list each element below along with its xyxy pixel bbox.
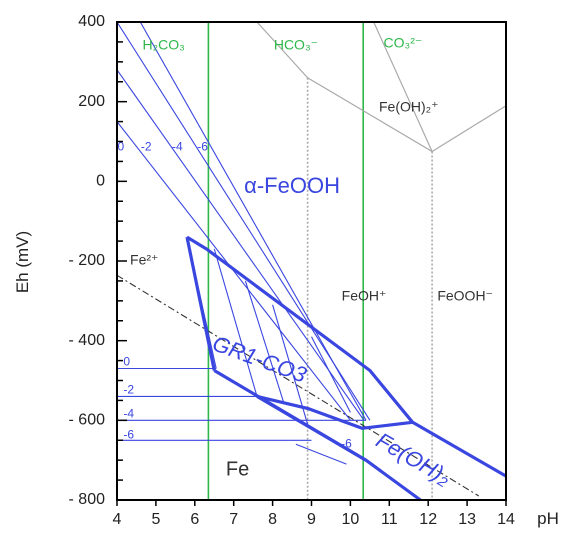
annotation-label: HCO₃⁻ (274, 37, 318, 53)
x-tick-label: 10 (342, 511, 360, 528)
x-tick-label: 8 (268, 511, 277, 528)
axis-layer: 4 5 6 7 8 9 10 11 12 13 14 400 200 0 - 200 - 400 - 600 - … (69, 13, 515, 528)
x-axis-title: pH (537, 509, 559, 528)
series-layer (116, 21, 507, 502)
annotation-label: -4 (172, 140, 183, 154)
annotation-label: α-FeOOH (244, 173, 340, 198)
annotation-label: -6 (341, 436, 352, 450)
annotation-label: Fe²⁺ (130, 252, 158, 268)
annotation-label: Fe (226, 458, 249, 480)
series-line-gr_fe2 (272, 304, 309, 425)
series-line-gr_fe2 (295, 443, 347, 465)
series-line-fe2_goethite (116, 69, 365, 421)
annotation-label: GR1-CO3 (209, 331, 310, 388)
x-tick-label: 6 (190, 511, 199, 528)
y-tick-label: - 200 (69, 252, 106, 269)
y-tick-label: 400 (78, 13, 105, 30)
x-tick-label: 7 (229, 511, 238, 528)
x-tick-label: 12 (419, 511, 437, 528)
series-line-gr_field (186, 235, 507, 478)
annotation-label: CO₃²⁻ (384, 35, 423, 51)
annotation-label: FeOH⁺ (342, 288, 387, 304)
annotation-label: -6 (123, 428, 134, 442)
series-line-gr_field (256, 394, 413, 430)
series-line-fe2_goethite (116, 21, 371, 421)
annotation-label: 0 (123, 355, 130, 369)
x-tick-label: 9 (307, 511, 316, 528)
y-tick-label: - 800 (69, 491, 106, 508)
annotation-label: Fe(OH)₂⁺ (379, 98, 439, 114)
x-tick-label: 5 (151, 511, 160, 528)
x-tick-label: 11 (381, 511, 398, 528)
series-line-gr_fe2 (244, 280, 285, 405)
annotation-label: H₂CO₃ (143, 37, 185, 53)
series-line-fe_oh_boundary (373, 21, 433, 152)
x-tick-label: 4 (113, 511, 122, 528)
annotation-label: FeOOH⁻ (437, 288, 493, 304)
annotation-label: -4 (123, 407, 134, 421)
annotation-label: -6 (197, 140, 208, 154)
y-axis-title: Eh (mV) (13, 231, 32, 293)
annotation-label: 0 (118, 140, 125, 154)
annotation-layer: H₂CO₃ HCO₃⁻ CO₃²⁻ Fe(OH)₂⁺ α-FeOOH Fe²⁺ FeOH⁺ F… (118, 35, 493, 491)
series-line-fe2_goethite (139, 21, 367, 421)
x-tick-label: 14 (497, 511, 515, 528)
y-tick-label: - 400 (69, 332, 106, 349)
series-line-gr_fe2 (311, 336, 351, 413)
series-line-gr_field (256, 395, 367, 462)
series-line-gr_field (185, 236, 216, 371)
annotation-label: Fe(OH)₂ (372, 427, 456, 490)
series-line-gr_fe2 (213, 248, 258, 397)
annotation-label: -2 (123, 383, 134, 397)
annotation-label: -2 (141, 140, 152, 154)
y-tick-label: 200 (78, 93, 105, 110)
y-tick-label: - 600 (69, 412, 106, 429)
x-tick-label: 13 (458, 511, 476, 528)
y-tick-label: 0 (96, 173, 105, 190)
series-line-water_stability (116, 274, 480, 497)
series-line-fe_oh_boundary (256, 21, 507, 153)
